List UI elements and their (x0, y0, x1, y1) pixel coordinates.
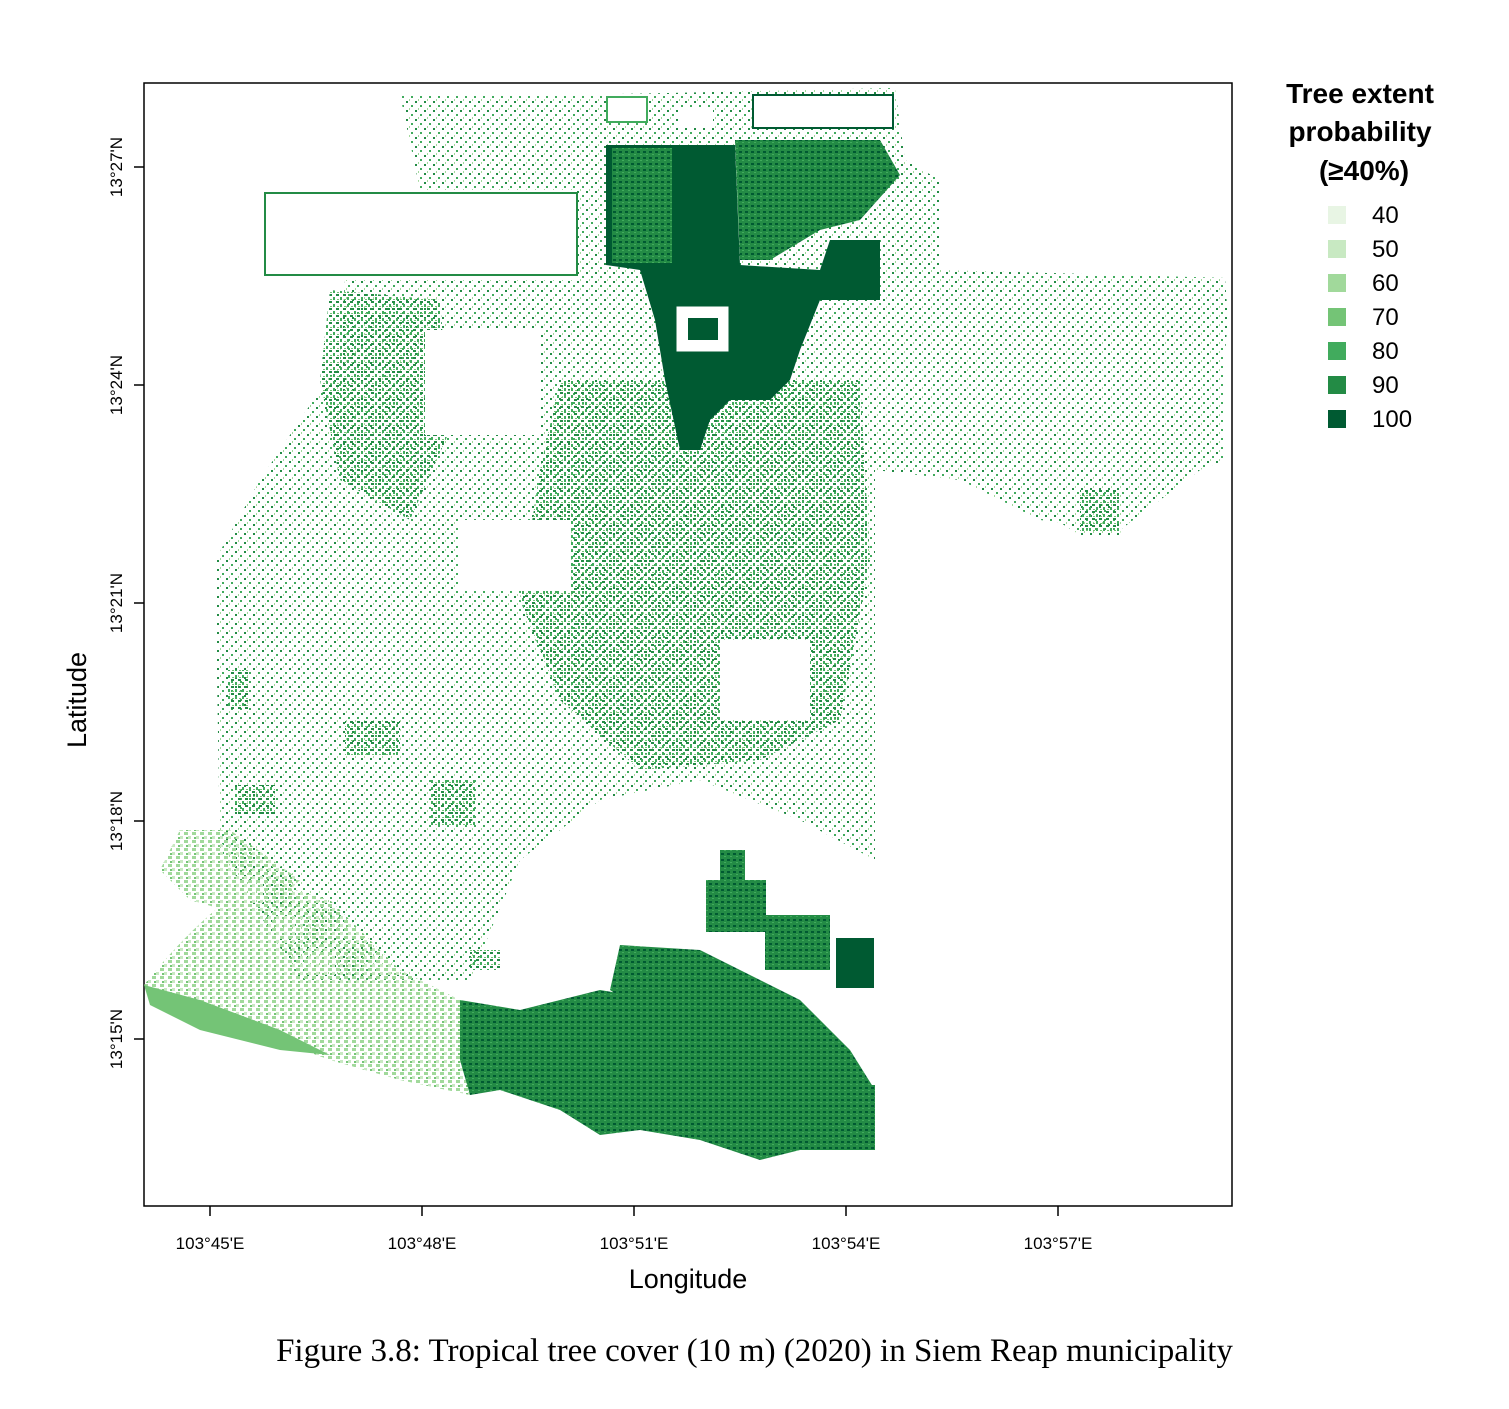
y-axis-title: Latitude (62, 652, 92, 748)
legend-swatch (1328, 308, 1346, 326)
y-tick-label: 13°15'N (107, 1009, 126, 1069)
legend-swatch (1328, 206, 1346, 224)
legend-swatch (1328, 240, 1346, 258)
legend: Tree extent probability (≥40%) 40 50 60 70 8… (1286, 78, 1434, 433)
legend-label: 60 (1372, 270, 1399, 297)
x-tick-label: 103°48'E (388, 1234, 457, 1253)
y-tick-label: 13°21'N (107, 573, 126, 633)
legend-title-line: probability (1288, 116, 1432, 147)
x-tick-label: 103°57'E (1024, 1234, 1093, 1253)
y-tick-label: 13°27'N (107, 137, 126, 197)
tree-cover-raster (144, 88, 1228, 1160)
figure-caption: Figure 3.8: Tropical tree cover (10 m) (… (276, 1333, 1233, 1369)
x-tick-label: 103°51'E (600, 1234, 669, 1253)
legend-label: 40 (1372, 202, 1399, 229)
legend-swatch (1328, 342, 1346, 360)
legend-label: 100 (1372, 406, 1412, 433)
tree-cover-map: 103°45'E 103°48'E 103°51'E 103°54'E 103°… (62, 78, 1434, 1294)
x-tick-label: 103°54'E (812, 1234, 881, 1253)
x-tick-label: 103°45'E (176, 1234, 245, 1253)
y-tick-label: 13°24'N (107, 355, 126, 415)
x-axis: 103°45'E 103°48'E 103°51'E 103°54'E 103°… (176, 1206, 1093, 1294)
legend-label: 90 (1372, 372, 1399, 399)
legend-label: 50 (1372, 236, 1399, 263)
x-axis-title: Longitude (629, 1264, 748, 1294)
legend-label: 70 (1372, 304, 1399, 331)
legend-swatch (1328, 410, 1346, 428)
legend-swatch (1328, 376, 1346, 394)
legend-swatch (1328, 274, 1346, 292)
y-tick-label: 13°18'N (107, 791, 126, 851)
legend-title-line: (≥40%) (1319, 155, 1409, 186)
y-axis: 13°27'N 13°24'N 13°21'N 13°18'N 13°15'N … (62, 137, 144, 1069)
legend-label: 80 (1372, 338, 1399, 365)
legend-title-line: Tree extent (1286, 78, 1434, 109)
